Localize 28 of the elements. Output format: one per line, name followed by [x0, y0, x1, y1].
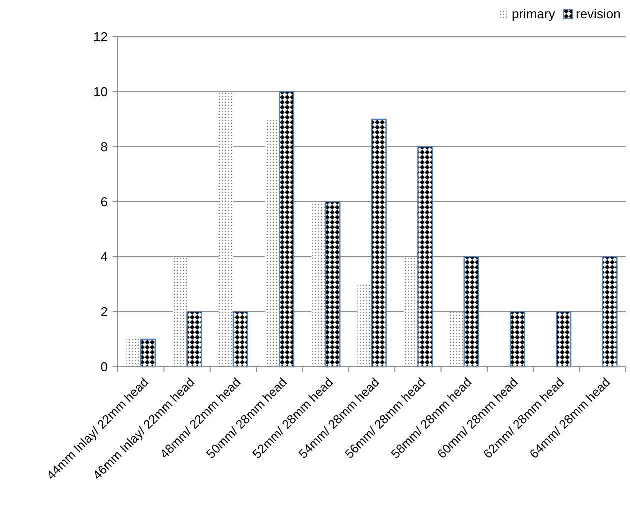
- y-tick-label: 0: [100, 360, 108, 375]
- bar: [126, 340, 142, 367]
- legend-label: primary: [512, 6, 556, 22]
- bar: [325, 201, 341, 368]
- bar: [358, 284, 372, 367]
- bar: [418, 146, 434, 368]
- bar: [279, 91, 295, 368]
- y-tick-label: 6: [100, 194, 108, 210]
- bar: [404, 257, 418, 367]
- y-tick-label: 4: [100, 250, 108, 265]
- y-tick-label: 12: [94, 30, 108, 45]
- bar: [232, 311, 248, 368]
- bar: [450, 312, 464, 367]
- bar: [265, 120, 280, 367]
- legend-label: revision: [576, 6, 621, 22]
- bar: [172, 257, 188, 367]
- y-tick-label: 2: [100, 304, 108, 320]
- bar: [312, 202, 326, 367]
- y-tick-label: 8: [100, 140, 108, 155]
- bar: [140, 338, 156, 368]
- bar: [371, 118, 387, 368]
- y-tick-label: 10: [94, 84, 108, 100]
- bar: [219, 92, 234, 367]
- bar: [464, 256, 480, 368]
- bar: [510, 311, 526, 368]
- bar: [186, 311, 202, 368]
- bar: [602, 256, 618, 368]
- bar: [556, 311, 572, 368]
